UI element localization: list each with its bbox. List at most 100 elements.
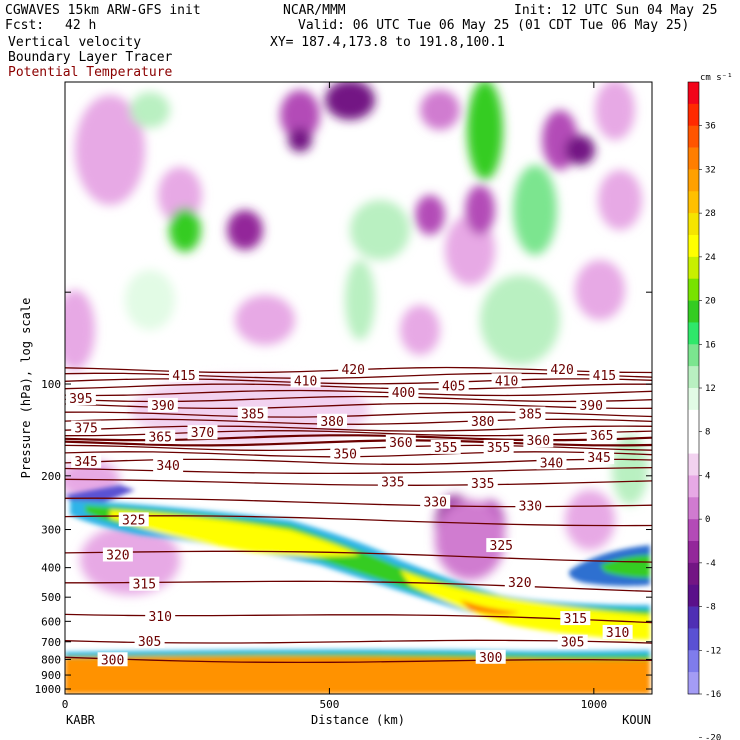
theta-contour-405 — [65, 383, 652, 390]
colorbar-label: 28 — [705, 209, 716, 219]
colorbar-label: 12 — [705, 384, 716, 394]
theta-label-background — [536, 455, 567, 470]
theta-label-background — [65, 391, 96, 406]
theta-label-345: 345 — [587, 451, 610, 466]
y-tick-label: 500 — [41, 591, 61, 604]
y-tick-label: 200 — [41, 470, 61, 483]
y-tick-label: 700 — [41, 636, 61, 649]
theta-label-background — [584, 450, 615, 465]
theta-label-background — [438, 378, 469, 393]
left-endpoint-label: KABR — [66, 713, 96, 727]
theta-label-345: 345 — [74, 455, 97, 470]
theta-label-420: 420 — [550, 363, 573, 378]
theta-label-385: 385 — [241, 408, 264, 423]
field-potential-temperature: Potential Temperature — [8, 65, 173, 80]
colorbar-label: 24 — [705, 253, 716, 263]
theta-label-background — [134, 633, 165, 648]
x-axis-title: Distance (km) — [311, 713, 405, 727]
y-tick-label: 600 — [41, 615, 61, 628]
right-endpoint-label: KOUN — [622, 713, 651, 727]
fcst-label: Fcst: — [5, 18, 45, 33]
theta-label-355: 355 — [434, 441, 457, 456]
colorbar-swatch — [688, 300, 699, 323]
theta-label-335: 335 — [381, 475, 404, 490]
x-tick-label: 1000 — [581, 698, 608, 711]
theta-label-background — [290, 373, 321, 388]
colorbar-swatch — [688, 409, 699, 433]
theta-label-background — [483, 439, 514, 454]
y-tick-label: 1000 — [35, 683, 62, 696]
theta-label-335: 335 — [471, 477, 494, 492]
theta-label-background — [317, 413, 348, 428]
model-title: CGWAVES 15km ARW-GFS init — [5, 3, 201, 18]
colorbar-label: 0 — [705, 515, 710, 525]
theta-label-360: 360 — [527, 434, 550, 449]
theta-label-330: 330 — [519, 499, 542, 514]
theta-label-background — [486, 538, 517, 553]
colorbar-label: 16 — [705, 340, 716, 350]
colorbar-label: 4 — [705, 471, 710, 481]
organization: NCAR/MMM — [283, 3, 346, 18]
y-tick-label: 400 — [41, 562, 61, 575]
theta-label-background — [388, 384, 419, 399]
theta-label-305: 305 — [561, 636, 584, 651]
theta-label-305: 305 — [138, 635, 161, 650]
theta-label-background — [118, 512, 149, 527]
theta-label-320: 320 — [106, 548, 129, 563]
theta-label-background — [330, 446, 361, 461]
theta-label-background — [504, 575, 535, 590]
theta-label-380: 380 — [320, 415, 343, 430]
theta-label-background — [168, 367, 199, 382]
colorbar-swatch — [688, 278, 699, 301]
theta-contour-335 — [65, 478, 652, 486]
colorbar-swatch — [688, 322, 699, 345]
theta-label-315: 315 — [133, 578, 156, 593]
theta-label-background — [547, 362, 578, 377]
field-boundary-layer-tracer: Boundary Layer Tracer — [8, 50, 173, 65]
valid-time: Valid: 06 UTC Tue 06 May 25 (01 CDT Tue … — [298, 18, 690, 33]
theta-label-365: 365 — [148, 431, 171, 446]
theta-contour-385 — [65, 411, 652, 418]
theta-label-325: 325 — [122, 513, 145, 528]
theta-label-315: 315 — [564, 612, 587, 627]
theta-label-405: 405 — [442, 380, 465, 395]
colorbar-label: 20 — [705, 297, 716, 307]
theta-label-background — [430, 439, 461, 454]
theta-label-320: 320 — [508, 576, 531, 591]
theta-label-365: 365 — [590, 429, 613, 444]
colorbar-label: 8 — [705, 428, 710, 438]
theta-label-background — [338, 362, 369, 377]
colorbar-swatch — [688, 147, 699, 170]
colorbar-swatch — [688, 628, 699, 651]
theta-label-340: 340 — [540, 456, 563, 471]
colorbar: 36 32 28 24 20 16 12 8 4 0 -4 -8 -12 -16 -20 — [687, 81, 721, 740]
theta-label-background — [467, 413, 498, 428]
theta-contour-300 — [65, 656, 652, 664]
theta-label-background — [602, 624, 633, 639]
colorbar-swatch — [688, 519, 699, 542]
theta-label-background — [129, 576, 160, 591]
theta-label-415: 415 — [172, 369, 195, 384]
theta-label-385: 385 — [519, 408, 542, 423]
theta-contour-400 — [65, 389, 652, 397]
colorbar-swatch — [688, 366, 699, 389]
colorbar-swatch — [688, 256, 699, 280]
colorbar-swatch — [688, 191, 699, 214]
theta-label-390: 390 — [579, 399, 602, 414]
theta-label-325: 325 — [490, 539, 513, 554]
potential-temperature-labels: 420 420 415 415 410 410 405 400 395 390 390 385 385 3… — [65, 362, 633, 668]
colorbar-swatch — [688, 672, 699, 695]
theta-label-background — [515, 406, 546, 421]
colorbar-swatch — [688, 235, 699, 258]
y-tick-label: 300 — [41, 524, 61, 537]
theta-label-background — [71, 453, 102, 468]
theta-label-395: 395 — [69, 392, 92, 407]
theta-label-330: 330 — [423, 496, 446, 511]
colorbar-label: -16 — [705, 690, 721, 700]
colorbar-swatch — [688, 650, 699, 673]
theta-label-300: 300 — [101, 653, 124, 668]
x-tick-label: 0 — [62, 698, 69, 711]
colorbar-swatch — [688, 388, 699, 411]
colorbar-swatch — [688, 453, 699, 476]
